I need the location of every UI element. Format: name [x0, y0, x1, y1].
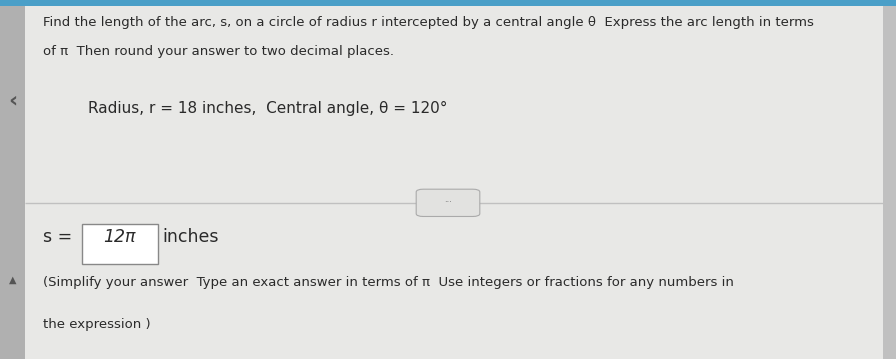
Text: 12π: 12π — [103, 228, 136, 246]
Text: ‹: ‹ — [8, 90, 17, 111]
Text: ▲: ▲ — [9, 275, 16, 285]
Text: ···: ··· — [444, 198, 452, 208]
FancyBboxPatch shape — [82, 224, 158, 264]
FancyBboxPatch shape — [25, 6, 883, 203]
Text: Find the length of the arc, s, on a circle of radius r intercepted by a central : Find the length of the arc, s, on a circ… — [43, 16, 814, 29]
Text: inches: inches — [162, 228, 219, 246]
FancyBboxPatch shape — [0, 0, 896, 6]
FancyBboxPatch shape — [883, 0, 896, 359]
Text: the expression ): the expression ) — [43, 318, 151, 331]
Text: Radius, r = 18 inches,  Central angle, θ = 120°: Radius, r = 18 inches, Central angle, θ … — [88, 101, 447, 116]
FancyBboxPatch shape — [0, 0, 25, 359]
Text: of π  Then round your answer to two decimal places.: of π Then round your answer to two decim… — [43, 45, 394, 58]
Text: s =: s = — [43, 228, 78, 246]
FancyBboxPatch shape — [416, 189, 480, 216]
FancyBboxPatch shape — [25, 203, 883, 359]
Text: (Simplify your answer  Type an exact answer in terms of π  Use integers or fract: (Simplify your answer Type an exact answ… — [43, 276, 734, 289]
